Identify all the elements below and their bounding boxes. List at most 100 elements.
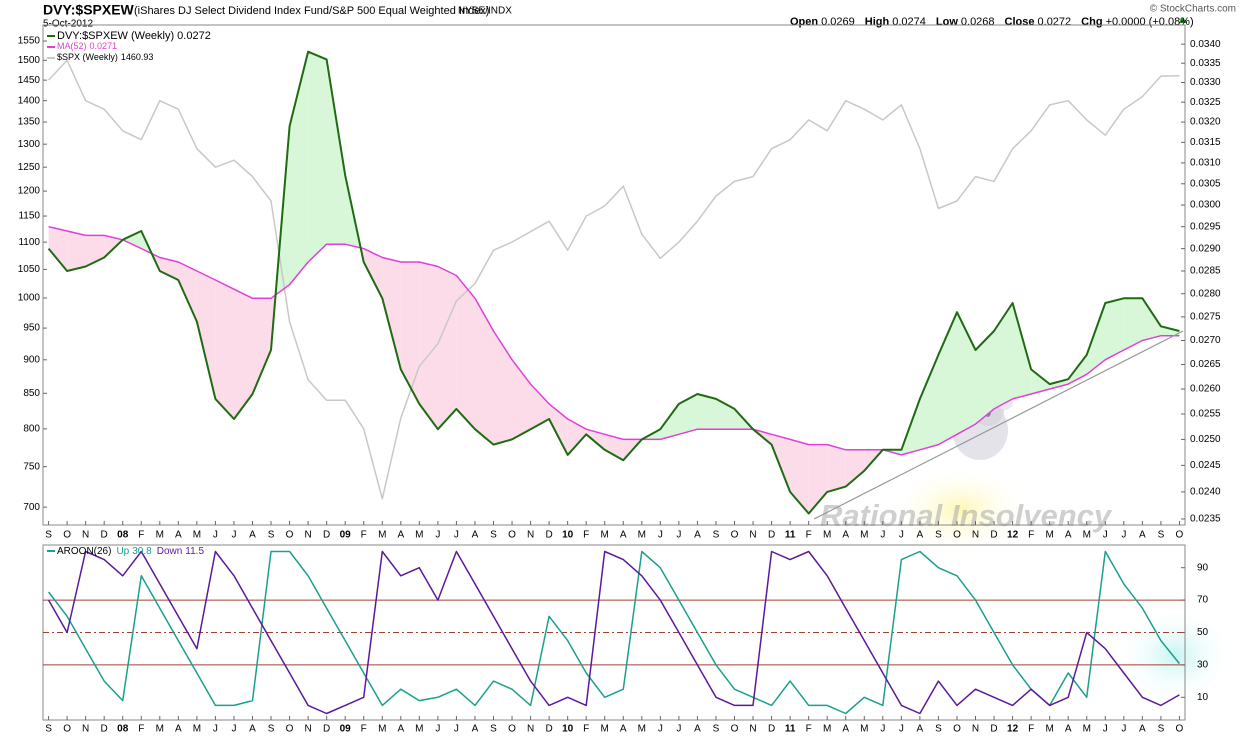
x-tick-label: N bbox=[972, 724, 979, 735]
legend-name: Down bbox=[157, 546, 183, 557]
x-tick-label: N bbox=[527, 530, 534, 541]
fill-area bbox=[586, 429, 605, 450]
x-tick-label: J bbox=[1121, 724, 1126, 735]
x-tick-label: S bbox=[1158, 530, 1165, 541]
y-tick-label: 30 bbox=[1197, 660, 1209, 671]
fill-area bbox=[827, 444, 846, 492]
x-tick-label: D bbox=[101, 724, 108, 735]
x-tick-label: O bbox=[953, 530, 961, 541]
x-tick-label: J bbox=[676, 530, 681, 541]
y2-tick-label: 0.0300 bbox=[1190, 200, 1221, 211]
y-tick-label: 700 bbox=[23, 502, 40, 513]
fill-area bbox=[975, 331, 995, 425]
quote-label: Chg bbox=[1081, 16, 1102, 28]
plot-area bbox=[42, 24, 1186, 526]
x-tick-label: D bbox=[990, 724, 997, 735]
y2-tick-label: 0.0325 bbox=[1190, 97, 1221, 108]
chart-subtitle: (iShares DJ Select Dividend Index Fund/S… bbox=[134, 5, 489, 17]
x-tick-label: O bbox=[286, 530, 294, 541]
y2-tick-label: 0.0310 bbox=[1190, 158, 1221, 169]
y-tick-label: 1150 bbox=[18, 211, 40, 222]
x-tick-label: M bbox=[378, 530, 386, 541]
x-tick-label: M bbox=[156, 530, 164, 541]
x-tick-label: D bbox=[323, 724, 330, 735]
x-tick-label: J bbox=[435, 724, 440, 735]
x-tick-label: D bbox=[323, 530, 330, 541]
x-tick-label: M bbox=[193, 724, 201, 735]
y2-tick-label: 0.0285 bbox=[1190, 266, 1221, 277]
x-tick-label: A bbox=[917, 724, 924, 735]
x-tick-label: 09 bbox=[340, 724, 352, 735]
x-tick-label: D bbox=[545, 530, 552, 541]
quote-value: 0.0272 bbox=[1038, 16, 1072, 28]
fill-area bbox=[660, 403, 679, 440]
x-tick-label: M bbox=[415, 530, 423, 541]
legend-last: 0.0271 bbox=[90, 41, 118, 51]
x-tick-label: A bbox=[397, 724, 404, 735]
x-tick-label: 12 bbox=[1007, 724, 1019, 735]
x-tick-label: 08 bbox=[117, 530, 129, 541]
x-tick-label: J bbox=[213, 724, 218, 735]
x-tick-label: F bbox=[138, 724, 144, 735]
x-tick-label: J bbox=[454, 530, 459, 541]
x-tick-label: O bbox=[731, 724, 739, 735]
y-tick-label: 1450 bbox=[18, 75, 41, 86]
x-tick-label: J bbox=[676, 724, 681, 735]
y-tick-label: 1350 bbox=[18, 117, 41, 128]
fill-area bbox=[233, 289, 253, 420]
y2-tick-label: 0.0340 bbox=[1190, 39, 1221, 50]
legend-last: 1460.93 bbox=[121, 52, 154, 62]
y-tick-label: 1100 bbox=[18, 237, 40, 248]
y-tick-label: 50 bbox=[1197, 627, 1209, 638]
credit: © StockCharts.com bbox=[1150, 4, 1236, 15]
x-tick-label: A bbox=[1065, 530, 1072, 541]
x-tick-label: S bbox=[45, 530, 52, 541]
y-tick-label: 1400 bbox=[18, 95, 41, 106]
legend-entry: AROON(26) Up 30.8 Down 11.5 bbox=[57, 546, 204, 557]
fill-area bbox=[790, 439, 809, 514]
y2-tick-label: 0.0335 bbox=[1190, 58, 1221, 69]
x-tick-label: A bbox=[397, 530, 404, 541]
x-tick-label: M bbox=[415, 724, 423, 735]
x-tick-label: A bbox=[249, 724, 256, 735]
fill-area bbox=[697, 393, 716, 430]
x-tick-label: 10 bbox=[562, 724, 574, 735]
fill-area bbox=[474, 298, 494, 445]
fill-area bbox=[308, 51, 327, 262]
legend-last: 30.8 bbox=[132, 546, 152, 557]
change-arrow bbox=[1179, 17, 1187, 23]
quote-value: +0.0000 (+0.08%) bbox=[1106, 16, 1194, 28]
x-tick-label: O bbox=[1176, 530, 1184, 541]
y2-tick-label: 0.0315 bbox=[1190, 137, 1221, 148]
fill-area bbox=[437, 266, 457, 430]
y-tick-label: 800 bbox=[23, 423, 40, 434]
x-tick-label: 10 bbox=[562, 530, 574, 541]
x-tick-label: S bbox=[268, 530, 275, 541]
fill-area bbox=[1086, 302, 1106, 375]
x-tick-label: J bbox=[658, 530, 663, 541]
x-tick-label: F bbox=[138, 530, 144, 541]
y-tick-label: 900 bbox=[23, 354, 40, 365]
x-tick-label: M bbox=[1083, 724, 1091, 735]
x-tick-label: 09 bbox=[340, 530, 352, 541]
x-tick-label: M bbox=[601, 724, 609, 735]
legend-name: Up bbox=[116, 546, 129, 557]
fill-area bbox=[151, 253, 160, 271]
legend-name: MA(52) bbox=[57, 41, 87, 51]
x-tick-label: F bbox=[1028, 724, 1034, 735]
fill-area bbox=[604, 434, 624, 461]
x-tick-label: D bbox=[990, 530, 997, 541]
x-tick-label: O bbox=[953, 724, 961, 735]
fill-area bbox=[196, 270, 216, 399]
x-tick-label: S bbox=[935, 724, 942, 735]
y2-tick-label: 0.0280 bbox=[1190, 288, 1221, 299]
fill-area bbox=[67, 231, 86, 271]
y-tick-label: 10 bbox=[1197, 692, 1209, 703]
x-tick-label: A bbox=[1139, 530, 1146, 541]
y-tick-label: 1500 bbox=[18, 55, 41, 66]
fill-area bbox=[530, 384, 550, 430]
fill-area bbox=[1142, 298, 1161, 341]
x-tick-label: M bbox=[638, 724, 646, 735]
